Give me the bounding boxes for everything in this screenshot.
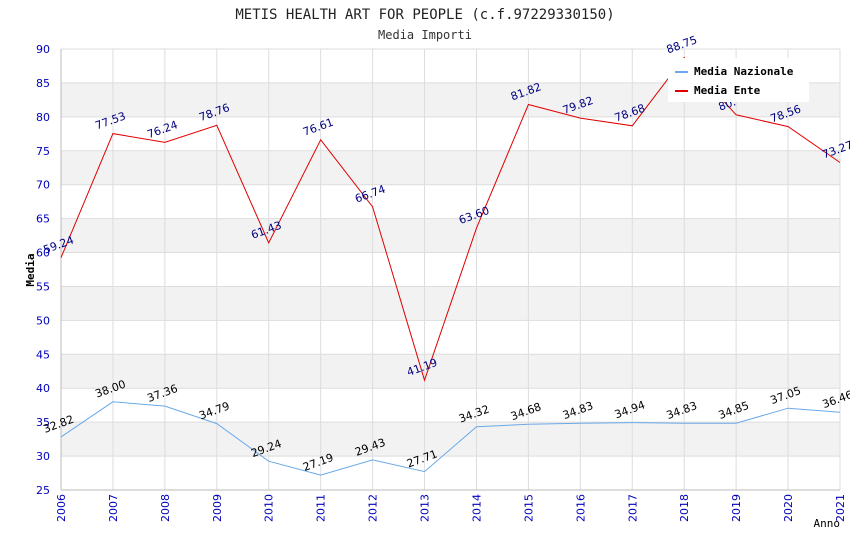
x-tick-label: 2009 <box>211 494 224 522</box>
y-tick-label: 45 <box>36 348 50 361</box>
y-tick-label: 90 <box>36 43 50 56</box>
plot-band <box>61 116 840 151</box>
legend-label-media-nazionale: Media Nazionale <box>694 65 794 78</box>
x-tick-label: 2007 <box>107 494 120 522</box>
plot-band <box>61 456 840 490</box>
x-tick-label: 2013 <box>419 494 432 522</box>
plot-band <box>61 354 840 389</box>
x-tick-label: 2006 <box>55 494 68 522</box>
y-tick-label: 85 <box>36 77 50 90</box>
y-tick-label: 60 <box>36 247 50 260</box>
y-tick-label: 25 <box>36 484 50 497</box>
series-line-media-nazionale <box>60 401 841 476</box>
plot-band <box>61 422 840 457</box>
y-tick-label: 75 <box>36 145 50 158</box>
legend: Media Nazionale Media Ente <box>668 58 809 102</box>
plot-band <box>61 388 840 423</box>
x-tick-label: 2015 <box>522 494 535 522</box>
x-tick-label: 2020 <box>782 494 795 522</box>
y-tick-label: 50 <box>36 314 50 327</box>
x-tick-label: 2016 <box>574 494 587 522</box>
plot-band <box>61 252 840 287</box>
y-tick-label: 80 <box>36 111 50 124</box>
x-axis-label: Anno <box>814 517 841 530</box>
x-tick-label: 2011 <box>315 494 328 522</box>
x-tick-label: 2008 <box>159 494 172 522</box>
chart-title: METIS HEALTH ART FOR PEOPLE (c.f.9722933… <box>235 7 614 23</box>
plot-band <box>61 150 840 185</box>
x-axis-ticks: 2006 2007 2008 2009 2010 2011 2012 2013 2014 2015… <box>55 494 847 522</box>
y-axis-label: Media <box>24 253 37 286</box>
plot-band <box>61 320 840 355</box>
x-tick-label: 2012 <box>367 494 380 522</box>
y-tick-label: 30 <box>36 450 50 463</box>
plot-band <box>61 184 840 219</box>
x-tick-label: 2017 <box>626 494 639 522</box>
plot-band <box>61 218 840 253</box>
legend-box <box>668 58 809 102</box>
y-tick-label: 35 <box>36 416 50 429</box>
y-tick-label: 65 <box>36 213 50 226</box>
x-tick-label: 2010 <box>263 494 276 522</box>
x-tick-label: 2018 <box>678 494 691 522</box>
legend-label-media-ente: Media Ente <box>694 84 761 97</box>
y-tick-label: 70 <box>36 179 50 192</box>
y-tick-label: 55 <box>36 280 50 293</box>
y-axis-ticks: 25 30 35 40 45 50 55 60 65 70 75 80 85 90 <box>36 43 50 497</box>
y-tick-label: 40 <box>36 382 50 395</box>
x-tick-label: 2014 <box>470 494 483 522</box>
gridlines <box>60 48 841 491</box>
chart-subtitle: Media Importi <box>378 28 472 42</box>
plot-background-bands <box>61 49 840 490</box>
x-tick-label: 2021 <box>834 494 847 522</box>
x-tick-label: 2019 <box>730 494 743 522</box>
